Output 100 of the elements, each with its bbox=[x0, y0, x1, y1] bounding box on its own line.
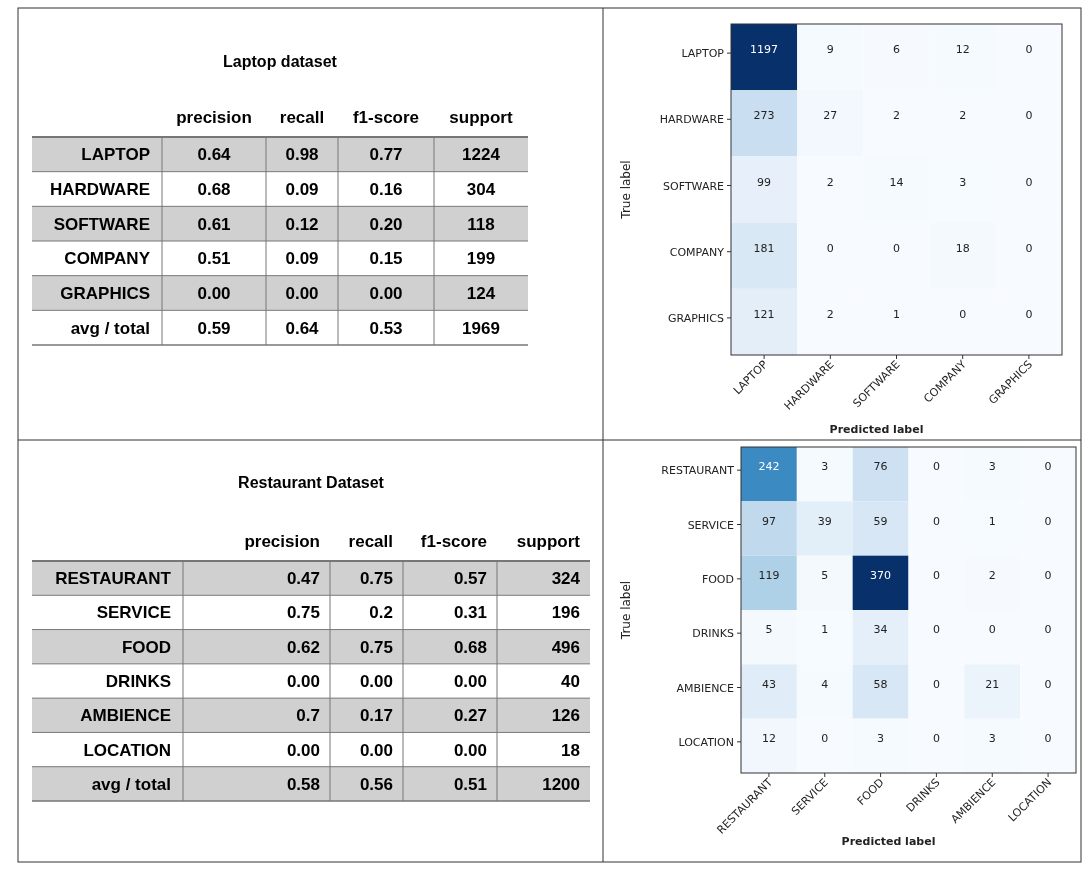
y-tick-label: avg / total bbox=[70, 318, 150, 338]
data-label: 0.64 bbox=[285, 318, 320, 338]
data-label: 12 bbox=[955, 43, 970, 57]
data-label: 3 bbox=[988, 460, 996, 474]
data-label: 1200 bbox=[542, 774, 580, 794]
x-axis-title: Predicted label bbox=[829, 423, 924, 436]
data-label: 324 bbox=[551, 569, 581, 589]
data-label: 273 bbox=[753, 109, 775, 123]
data-label: 2 bbox=[826, 175, 834, 189]
x-axis-title: Predicted label bbox=[841, 835, 936, 848]
y-tick-label: COMPANY bbox=[64, 249, 151, 269]
x-tick-label: precision bbox=[244, 532, 320, 551]
data-label: 0 bbox=[988, 623, 996, 637]
data-label: 496 bbox=[551, 637, 580, 657]
data-label: 0.00 bbox=[286, 740, 320, 760]
data-label: 4 bbox=[821, 677, 829, 691]
data-label: 0 bbox=[932, 460, 940, 474]
data-label: 0 bbox=[821, 731, 829, 745]
data-label: 9 bbox=[826, 43, 834, 57]
data-label: 196 bbox=[551, 603, 580, 623]
x-tick-label: precision bbox=[176, 108, 252, 127]
x-tick-label: f1-score bbox=[352, 108, 420, 127]
y-tick-label: DRINKS bbox=[105, 672, 171, 691]
data-label: 0 bbox=[826, 241, 834, 255]
y-tick-label: LAPTOP bbox=[681, 47, 725, 61]
data-label: 199 bbox=[466, 249, 496, 269]
data-label: 0.77 bbox=[369, 145, 403, 165]
data-label: 14 bbox=[889, 175, 904, 189]
data-label: 0 bbox=[1044, 623, 1052, 637]
data-label: 0 bbox=[1044, 731, 1052, 745]
data-label: 0.75 bbox=[359, 637, 393, 657]
data-label: 0.17 bbox=[359, 706, 393, 726]
data-label: 0 bbox=[893, 241, 900, 255]
data-label: 2 bbox=[959, 109, 967, 123]
data-label: 0.51 bbox=[453, 774, 487, 794]
data-label: 0.58 bbox=[286, 774, 320, 794]
data-label: 40 bbox=[561, 672, 580, 691]
data-label: 43 bbox=[761, 677, 776, 691]
data-label: 0 bbox=[1025, 175, 1033, 189]
data-label: 0 bbox=[932, 568, 940, 582]
data-label: 3 bbox=[959, 175, 967, 189]
x-tick-label: f1-score bbox=[420, 532, 487, 551]
y-tick-label: SOFTWARE bbox=[663, 179, 725, 193]
y-tick-label: SERVICE bbox=[96, 603, 171, 623]
y-tick-label: GRAPHICS bbox=[667, 311, 725, 325]
data-label: 0.00 bbox=[286, 672, 320, 691]
data-label: 0.59 bbox=[197, 318, 231, 338]
y-tick-label: RESTAURANT bbox=[661, 464, 735, 478]
chart-title: Laptop dataset bbox=[223, 53, 338, 70]
data-label: 1 bbox=[893, 307, 900, 321]
data-label: 0 bbox=[1025, 307, 1033, 321]
data-label: 0.7 bbox=[296, 706, 320, 726]
y-tick-label: AMBIENCE bbox=[80, 706, 171, 726]
data-label: 18 bbox=[955, 241, 970, 255]
data-label: 3 bbox=[877, 731, 885, 745]
data-label: 0.57 bbox=[453, 569, 487, 589]
y-axis-title: True label bbox=[619, 160, 633, 220]
data-label: 0.16 bbox=[369, 180, 403, 199]
data-label: 5 bbox=[821, 568, 829, 582]
y-tick-label: SERVICE bbox=[687, 518, 735, 532]
data-label: 1 bbox=[821, 623, 829, 637]
data-label: 242 bbox=[758, 460, 780, 474]
data-label: 39 bbox=[817, 514, 832, 528]
data-label: 0.62 bbox=[286, 637, 320, 657]
data-label: 0 bbox=[1044, 677, 1052, 691]
data-label: 0.00 bbox=[453, 672, 487, 691]
data-label: 0.27 bbox=[453, 706, 487, 726]
data-label: 97 bbox=[761, 514, 776, 528]
data-label: 0.68 bbox=[197, 180, 231, 199]
data-label: 1224 bbox=[462, 145, 501, 165]
data-label: 0.00 bbox=[369, 284, 403, 303]
data-label: 76 bbox=[873, 460, 888, 474]
data-label: 6 bbox=[893, 43, 900, 57]
data-label: 3 bbox=[988, 731, 996, 745]
data-label: 0 bbox=[932, 623, 940, 637]
y-tick-label: LAPTOP bbox=[81, 145, 150, 165]
data-label: 1969 bbox=[462, 318, 500, 338]
data-label: 99 bbox=[757, 175, 772, 189]
data-label: 370 bbox=[870, 568, 892, 582]
data-label: 1197 bbox=[750, 43, 779, 57]
data-label: 0.98 bbox=[285, 145, 319, 165]
data-label: 34 bbox=[873, 623, 888, 637]
x-tick-label: recall bbox=[279, 108, 325, 127]
x-tick-label: support bbox=[449, 108, 513, 127]
data-label: 0.56 bbox=[359, 774, 393, 794]
data-label: 0.12 bbox=[285, 214, 319, 234]
y-tick-label: HARDWARE bbox=[49, 180, 150, 199]
data-label: 58 bbox=[873, 677, 888, 691]
data-label: 0.00 bbox=[359, 740, 393, 760]
y-tick-label: AMBIENCE bbox=[676, 681, 735, 695]
data-label: 59 bbox=[873, 514, 888, 528]
y-tick-label: COMPANY bbox=[669, 245, 725, 259]
data-label: 0 bbox=[932, 514, 940, 528]
data-label: 0.75 bbox=[286, 603, 320, 623]
y-tick-label: LOCATION bbox=[678, 735, 734, 749]
y-tick-label: avg / total bbox=[91, 774, 171, 794]
data-label: 0.64 bbox=[197, 145, 232, 165]
y-tick-label: GRAPHICS bbox=[60, 284, 150, 303]
data-label: 0.20 bbox=[369, 214, 403, 234]
y-tick-label: RESTAURANT bbox=[55, 569, 172, 589]
